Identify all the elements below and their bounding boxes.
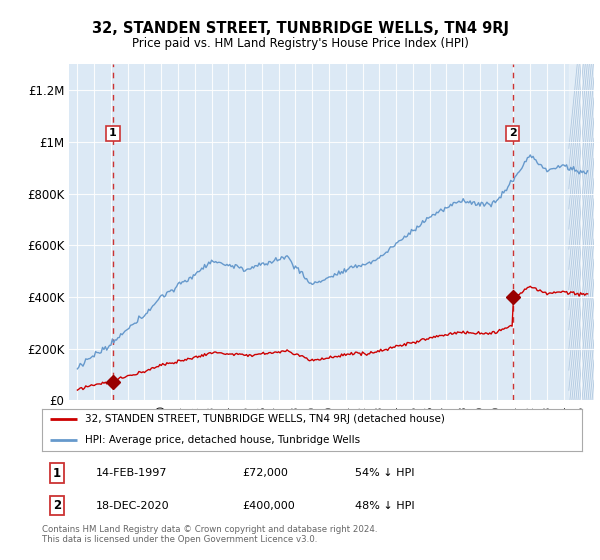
Text: 1: 1	[109, 128, 117, 138]
Text: 1: 1	[53, 466, 61, 480]
Text: Price paid vs. HM Land Registry's House Price Index (HPI): Price paid vs. HM Land Registry's House …	[131, 37, 469, 50]
Text: 48% ↓ HPI: 48% ↓ HPI	[355, 501, 415, 511]
Text: 54% ↓ HPI: 54% ↓ HPI	[355, 468, 415, 478]
Text: 2: 2	[509, 128, 517, 138]
Text: 32, STANDEN STREET, TUNBRIDGE WELLS, TN4 9RJ: 32, STANDEN STREET, TUNBRIDGE WELLS, TN4…	[91, 21, 509, 36]
Text: 14-FEB-1997: 14-FEB-1997	[96, 468, 167, 478]
Text: Contains HM Land Registry data © Crown copyright and database right 2024.
This d: Contains HM Land Registry data © Crown c…	[42, 525, 377, 544]
Text: £72,000: £72,000	[242, 468, 287, 478]
Bar	[569, 64, 594, 400]
Text: HPI: Average price, detached house, Tunbridge Wells: HPI: Average price, detached house, Tunb…	[85, 435, 361, 445]
Text: £400,000: £400,000	[242, 501, 295, 511]
Text: 18-DEC-2020: 18-DEC-2020	[96, 501, 170, 511]
Text: 2: 2	[53, 499, 61, 512]
Text: 32, STANDEN STREET, TUNBRIDGE WELLS, TN4 9RJ (detached house): 32, STANDEN STREET, TUNBRIDGE WELLS, TN4…	[85, 414, 445, 424]
